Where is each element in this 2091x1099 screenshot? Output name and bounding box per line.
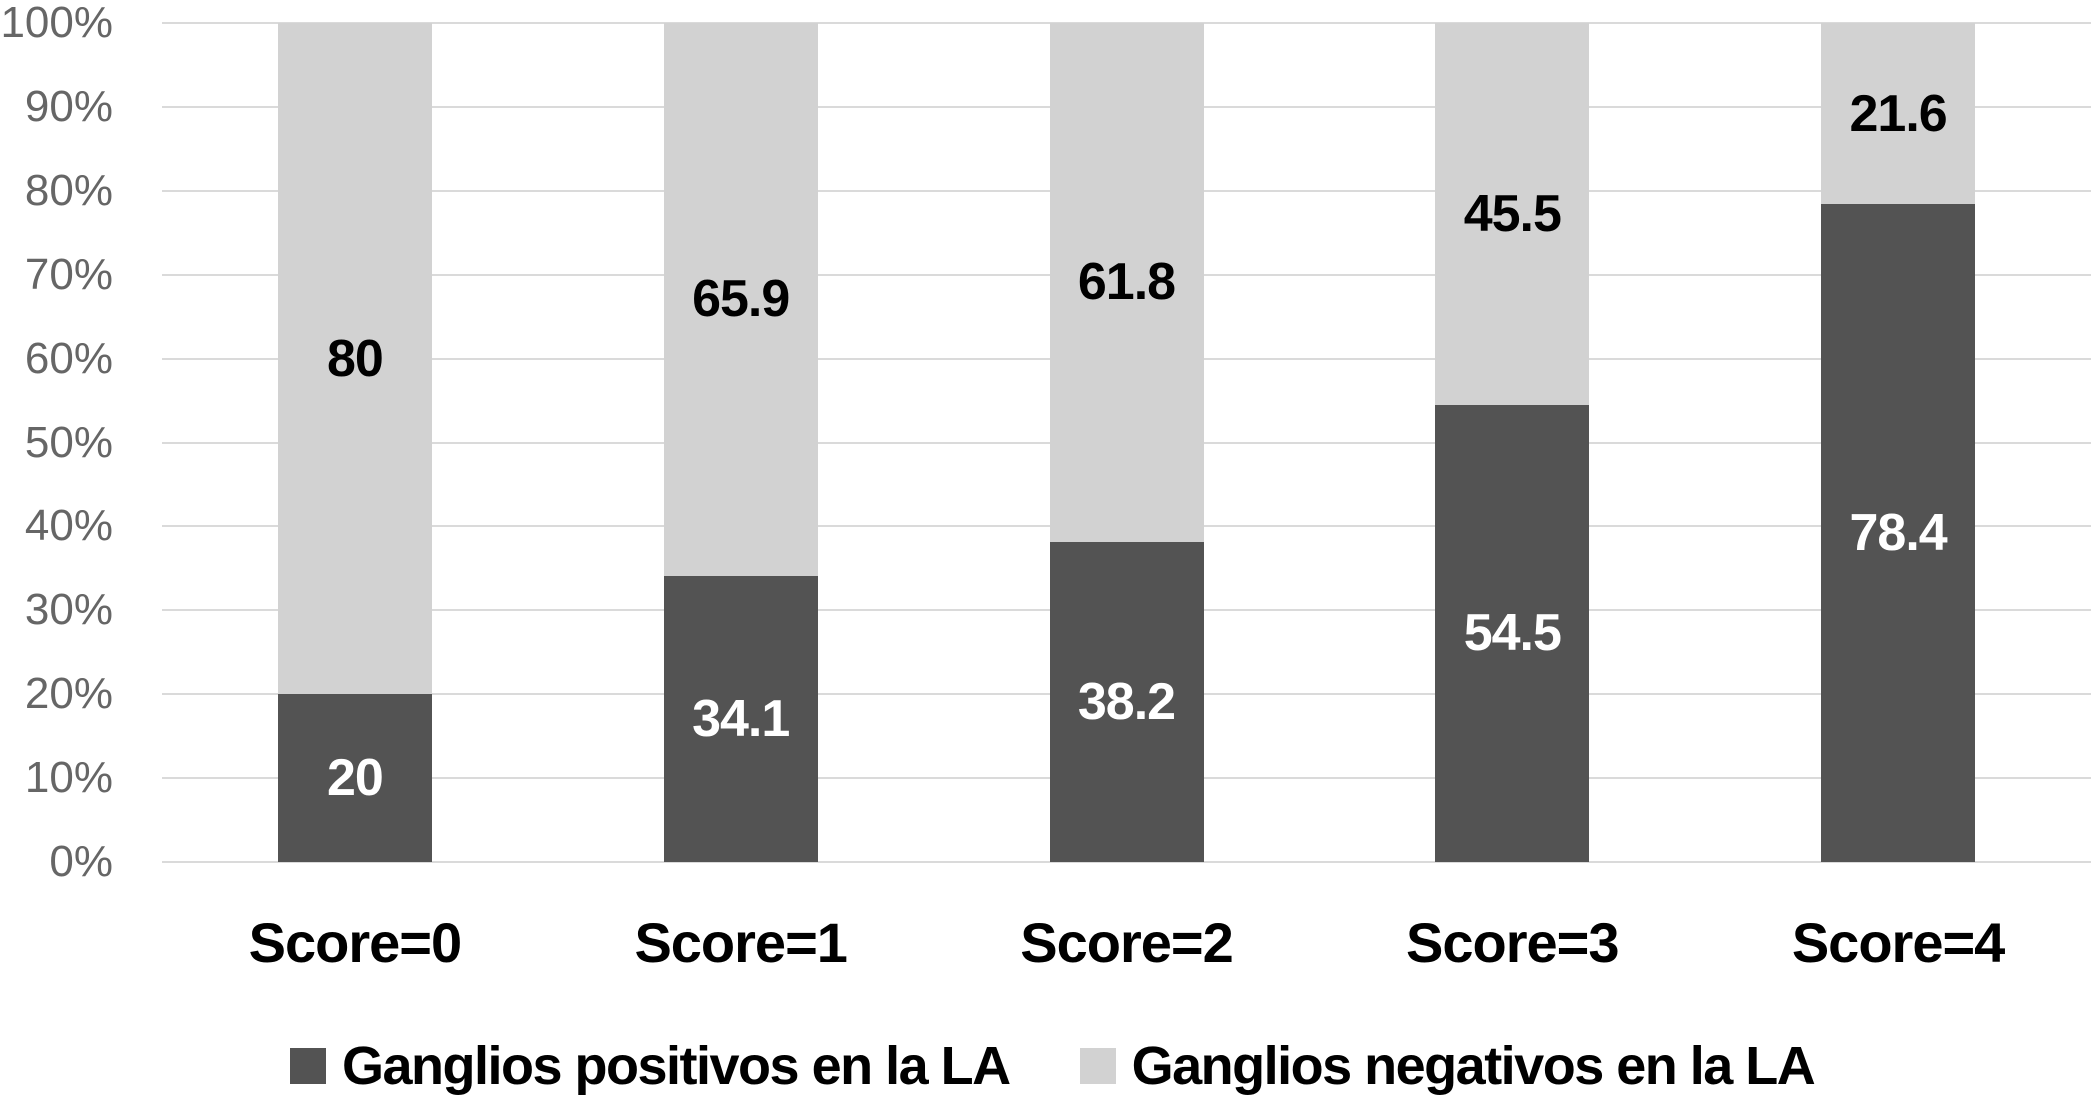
y-axis-tick-label: 0% bbox=[49, 837, 113, 886]
x-axis-category-label: Score=1 bbox=[634, 911, 847, 974]
y-axis-tick-label: 20% bbox=[24, 669, 113, 719]
x-axis-category-label: Score=3 bbox=[1406, 911, 1619, 974]
y-axis-tick-label: 10% bbox=[24, 753, 113, 803]
bar-value-label-negativos: 61.8 bbox=[1077, 253, 1176, 312]
legend-label: Ganglios positivos en la LA bbox=[342, 1036, 1011, 1096]
gridline bbox=[162, 861, 2091, 863]
legend-item: Ganglios negativos en la LA bbox=[1079, 1035, 1816, 1097]
bar-segment-negativos bbox=[277, 23, 432, 695]
legend-swatch-icon bbox=[1079, 1048, 1116, 1084]
y-axis-tick-label: 40% bbox=[24, 501, 113, 551]
bar-value-label-negativos: 80 bbox=[326, 329, 384, 388]
legend-swatch-icon bbox=[290, 1048, 326, 1084]
bar-value-label-positivos: 20 bbox=[326, 749, 384, 808]
x-axis-category-label: Score=0 bbox=[248, 911, 462, 974]
legend-item: Ganglios positivos en la LA bbox=[290, 1035, 1011, 1097]
bar-value-label-positivos: 38.2 bbox=[1077, 672, 1176, 731]
bar-segment-positivos bbox=[277, 694, 432, 862]
bar-segment-positivos bbox=[1049, 541, 1204, 862]
bar-segment-positivos bbox=[663, 575, 818, 862]
y-axis-tick-label: 70% bbox=[24, 249, 113, 299]
x-axis-category-label: Score=2 bbox=[1020, 911, 1233, 974]
bar-value-label-negativos: 45.5 bbox=[1463, 184, 1562, 243]
y-axis-tick-label: 30% bbox=[24, 585, 113, 635]
bar-value-label-negativos: 65.9 bbox=[692, 270, 790, 329]
x-axis-category-label: Score=4 bbox=[1791, 911, 2005, 974]
bar-segment-negativos bbox=[1049, 23, 1204, 542]
y-axis-tick-label: 80% bbox=[24, 165, 113, 215]
bar-value-label-positivos: 54.5 bbox=[1463, 604, 1562, 663]
y-axis-tick-label: 90% bbox=[24, 81, 113, 131]
bar-segment-negativos bbox=[663, 23, 818, 576]
legend-label: Ganglios negativos en la LA bbox=[1131, 1036, 1816, 1096]
bar-segment-positivos bbox=[1821, 204, 1976, 862]
bar-value-label-positivos: 78.4 bbox=[1849, 504, 1947, 563]
y-axis-tick-label: 100% bbox=[0, 0, 113, 47]
bar-segment-negativos bbox=[1821, 23, 1976, 205]
bar-value-label-negativos: 21.6 bbox=[1849, 84, 1947, 143]
bar-segment-positivos bbox=[1435, 404, 1590, 862]
bar-value-label-positivos: 34.1 bbox=[692, 689, 790, 748]
y-axis-tick-label: 50% bbox=[24, 417, 113, 467]
bar-segment-negativos bbox=[1435, 23, 1590, 405]
y-axis-tick-label: 60% bbox=[24, 333, 113, 383]
legend: Ganglios positivos en la LA Ganglios nega… bbox=[290, 1030, 1816, 1099]
